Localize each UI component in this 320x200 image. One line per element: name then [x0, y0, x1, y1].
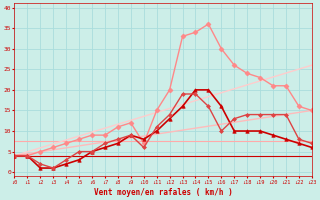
X-axis label: Vent moyen/en rafales ( km/h ): Vent moyen/en rafales ( km/h ) [94, 188, 233, 197]
